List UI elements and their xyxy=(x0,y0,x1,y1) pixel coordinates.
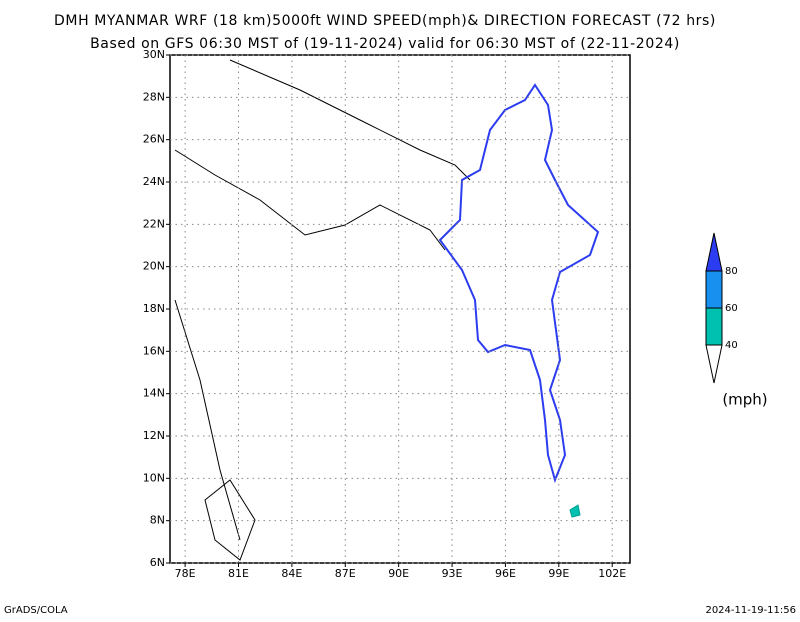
wind-shade xyxy=(569,504,581,518)
x-tick-label: 93E xyxy=(442,567,463,580)
x-tick-label: 84E xyxy=(281,567,302,580)
x-tick-label: 87E xyxy=(335,567,356,580)
colorbar-segment xyxy=(705,307,723,346)
y-tick-label: 6N xyxy=(150,556,165,569)
x-tick-label: 90E xyxy=(388,567,409,580)
y-tick-label: 24N xyxy=(143,175,165,188)
footer-right: 2024-11-19-11:56 xyxy=(705,605,796,616)
y-tick-label: 22N xyxy=(143,217,165,230)
colorbar-segment xyxy=(705,270,723,309)
x-tick-label: 102E xyxy=(598,567,626,580)
y-tick-label: 18N xyxy=(143,302,165,315)
y-tick-label: 14N xyxy=(143,387,165,400)
y-tick-label: 28N xyxy=(143,90,165,103)
colorbar-unit: (mph) xyxy=(722,391,767,409)
y-tick-label: 16N xyxy=(143,344,165,357)
y-tick-label: 8N xyxy=(150,514,165,527)
x-tick-label: 96E xyxy=(495,567,516,580)
colorbar-label: 60 xyxy=(725,303,738,314)
y-tick-label: 20N xyxy=(143,260,165,273)
x-tick-label: 81E xyxy=(228,567,249,580)
footer-left: GrADS/COLA xyxy=(4,605,68,616)
colorbar-label: 80 xyxy=(725,266,738,277)
myanmar-border xyxy=(438,83,600,484)
colorbar-label: 40 xyxy=(725,340,738,351)
colorbar-segment xyxy=(705,232,723,272)
coastline xyxy=(174,59,471,561)
y-tick-label: 26N xyxy=(143,133,165,146)
y-tick-label: 10N xyxy=(143,471,165,484)
y-tick-label: 30N xyxy=(143,48,165,61)
y-tick-label: 12N xyxy=(143,429,165,442)
x-tick-label: 99E xyxy=(548,567,569,580)
subtitle: Based on GFS 06:30 MST of (19-11-2024) v… xyxy=(90,36,680,52)
title: DMH MYANMAR WRF (18 km)5000ft WIND SPEED… xyxy=(54,13,716,29)
map xyxy=(174,59,600,561)
colorbar-segment xyxy=(705,344,723,384)
x-tick-label: 78E xyxy=(175,567,196,580)
